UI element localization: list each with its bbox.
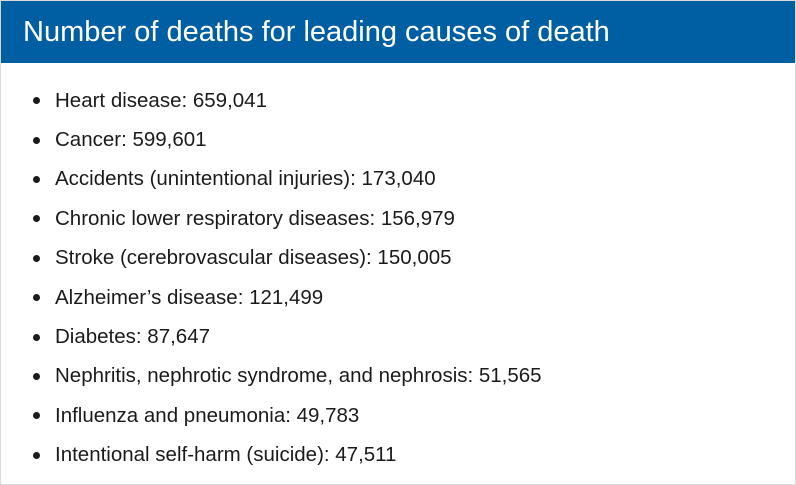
bullet-icon bbox=[33, 294, 40, 302]
cause-label: Stroke (cerebrovascular diseases): 150,0… bbox=[55, 246, 452, 270]
cause-label: Nephritis, nephrotic syndrome, and nephr… bbox=[55, 364, 542, 388]
bullet-icon bbox=[33, 254, 40, 262]
bullet-icon bbox=[33, 175, 40, 183]
bullet-icon bbox=[33, 451, 40, 459]
card-header: Number of deaths for leading causes of d… bbox=[1, 1, 795, 63]
cause-label: Intentional self-harm (suicide): 47,511 bbox=[55, 443, 397, 467]
cause-label: Accidents (unintentional injuries): 173,… bbox=[55, 167, 436, 191]
bullet-icon bbox=[33, 215, 40, 223]
card-title: Number of deaths for leading causes of d… bbox=[23, 15, 610, 48]
bullet-icon bbox=[33, 97, 40, 105]
cause-label: Influenza and pneumonia: 49,783 bbox=[55, 403, 360, 427]
cause-label: Heart disease: 659,041 bbox=[55, 88, 267, 112]
bullet-icon bbox=[33, 412, 40, 420]
cause-label: Alzheimer’s disease: 121,499 bbox=[55, 285, 324, 309]
cause-label: Cancer: 599,601 bbox=[55, 128, 207, 152]
bullet-icon bbox=[33, 136, 40, 144]
cause-label: Diabetes: 87,647 bbox=[55, 325, 211, 349]
bullet-icon bbox=[33, 333, 40, 341]
cause-label: Chronic lower respiratory diseases: 156,… bbox=[55, 206, 455, 230]
bullet-icon bbox=[33, 372, 40, 380]
